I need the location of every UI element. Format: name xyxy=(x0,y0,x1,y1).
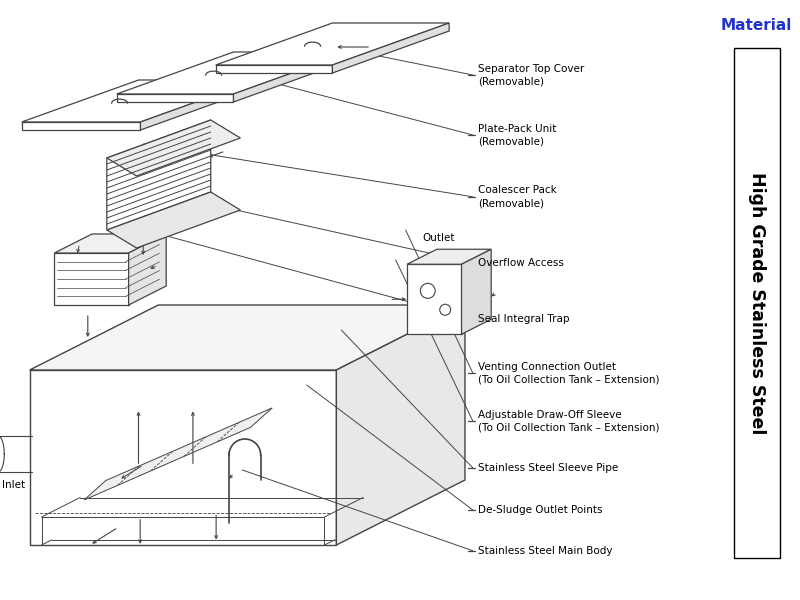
Text: Seal Integral Trap: Seal Integral Trap xyxy=(478,314,570,324)
Polygon shape xyxy=(107,120,210,230)
Polygon shape xyxy=(462,249,491,334)
Polygon shape xyxy=(54,253,129,305)
Text: Stainless Steel Sleeve Pipe: Stainless Steel Sleeve Pipe xyxy=(478,463,618,473)
Polygon shape xyxy=(117,52,350,94)
Text: Coalescer Pack
(Removable): Coalescer Pack (Removable) xyxy=(478,185,557,208)
Text: Plate-Pack Unit
(Removable): Plate-Pack Unit (Removable) xyxy=(478,124,556,146)
Text: Material: Material xyxy=(721,18,793,33)
Polygon shape xyxy=(129,234,166,305)
Text: Separator Top Cover
(Removable): Separator Top Cover (Removable) xyxy=(478,64,584,86)
Polygon shape xyxy=(141,80,258,130)
Bar xyxy=(734,48,779,558)
Polygon shape xyxy=(22,122,141,130)
Polygon shape xyxy=(336,305,465,545)
Polygon shape xyxy=(107,192,240,248)
Polygon shape xyxy=(84,408,272,500)
Text: Inlet: Inlet xyxy=(2,480,25,490)
Text: Adjustable Draw-Off Sleeve
(To Oil Collection Tank – Extension): Adjustable Draw-Off Sleeve (To Oil Colle… xyxy=(478,410,659,433)
Text: Venting Connection Outlet
(To Oil Collection Tank – Extension): Venting Connection Outlet (To Oil Collec… xyxy=(478,362,659,385)
Text: Outlet: Outlet xyxy=(422,233,454,243)
Polygon shape xyxy=(234,52,350,102)
Polygon shape xyxy=(333,23,449,73)
Polygon shape xyxy=(54,234,166,253)
Polygon shape xyxy=(30,370,336,545)
Text: High Grade Stainless Steel: High Grade Stainless Steel xyxy=(748,172,766,434)
Polygon shape xyxy=(407,249,491,264)
Polygon shape xyxy=(407,264,462,334)
Polygon shape xyxy=(117,94,234,102)
Text: Overflow Access: Overflow Access xyxy=(478,258,564,268)
Polygon shape xyxy=(30,305,465,370)
Text: Stainless Steel Main Body: Stainless Steel Main Body xyxy=(478,546,612,556)
Polygon shape xyxy=(216,65,333,73)
Polygon shape xyxy=(107,120,240,176)
Text: De-Sludge Outlet Points: De-Sludge Outlet Points xyxy=(478,505,602,515)
Polygon shape xyxy=(216,23,449,65)
Polygon shape xyxy=(22,80,258,122)
